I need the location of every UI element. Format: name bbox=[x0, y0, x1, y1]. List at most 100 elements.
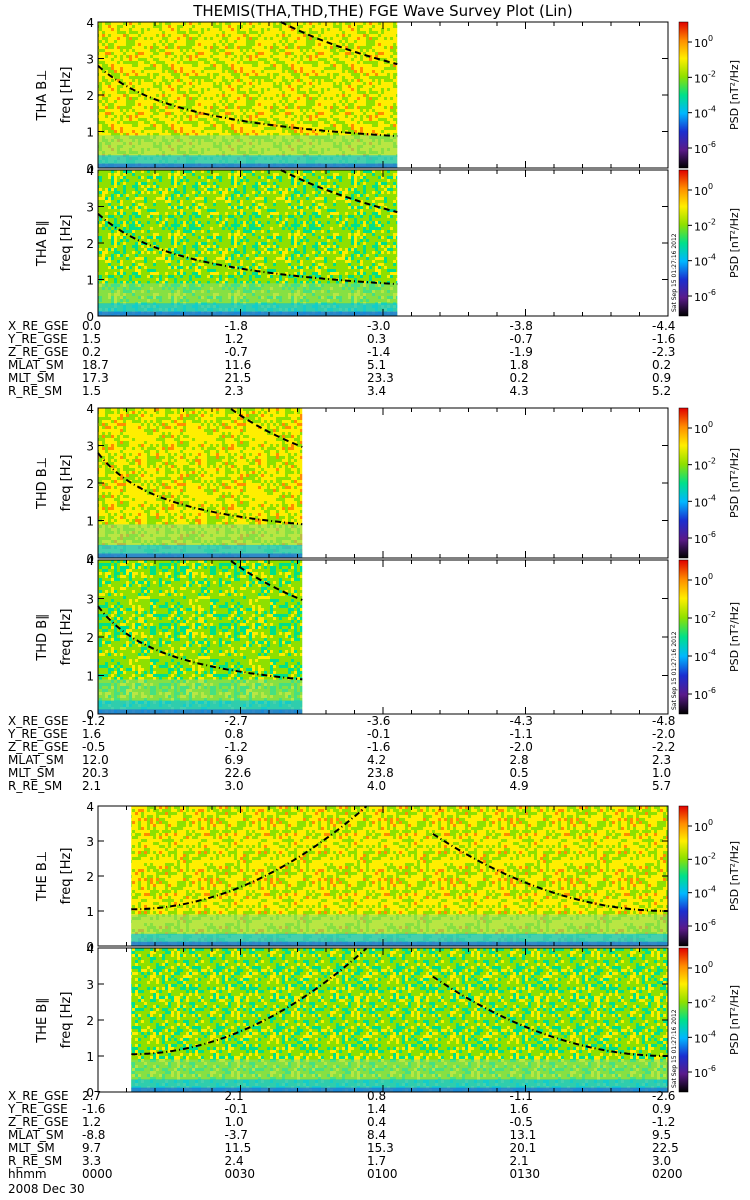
ephemeris-value: 11.6 bbox=[225, 358, 252, 372]
freq-axis-label: freq [Hz] bbox=[59, 848, 74, 905]
colorbar-label: PSD [nT²/Hz] bbox=[728, 448, 741, 518]
ephemeris-label: Y_RE_GSE bbox=[7, 727, 68, 741]
ephemeris-label: X_RE_GSE bbox=[8, 1089, 69, 1103]
ephemeris-value: 20.1 bbox=[510, 1141, 537, 1155]
low-freq-band bbox=[98, 135, 398, 156]
colorbar bbox=[678, 559, 689, 715]
ephemeris-value: 15.3 bbox=[367, 1141, 394, 1155]
freq-axis-label: freq [Hz] bbox=[59, 609, 74, 666]
ephemeris-value: 0100 bbox=[367, 1167, 398, 1181]
ephemeris-value: 1.0 bbox=[652, 766, 671, 780]
freq-axis-label: freq [Hz] bbox=[59, 67, 74, 124]
colorbar-tick-label: 10-6 bbox=[694, 686, 716, 702]
ephemeris-label: Z_RE_GSE bbox=[8, 345, 69, 359]
print-stamp: Sat Sep 15 01:27:16 2012 bbox=[671, 631, 678, 710]
ephemeris-value: -3.7 bbox=[225, 1128, 248, 1142]
ephemeris-value: 2.7 bbox=[82, 1089, 101, 1103]
ephemeris-value: -1.2 bbox=[652, 1115, 675, 1129]
ephemeris-value: 0.2 bbox=[510, 371, 529, 385]
y-tick-label: 2 bbox=[86, 237, 94, 251]
low-freq-band bbox=[131, 1059, 668, 1080]
colorbar bbox=[678, 805, 689, 947]
ephemeris-value: -4.8 bbox=[652, 714, 675, 728]
ephemeris-value: 18.7 bbox=[82, 358, 109, 372]
ephemeris-table: X_RE_GSE 0.0 -1.8 -3.0 -3.8 -4.4 Y_RE_GSE 1.5 1.… bbox=[7, 319, 675, 398]
y-tick-label: 3 bbox=[86, 53, 94, 67]
colorbar-label: PSD [nT²/Hz] bbox=[728, 60, 741, 130]
ephemeris-label: X_RE_GSE bbox=[8, 319, 69, 333]
ephemeris-value: 13.1 bbox=[510, 1128, 537, 1142]
colorbar-tick-label: 10-4 bbox=[694, 1029, 716, 1045]
ephemeris-label: Z_RE_GSE bbox=[8, 1115, 69, 1129]
ephemeris-value: -2.3 bbox=[652, 345, 675, 359]
gyrofrequency-curve bbox=[280, 169, 398, 214]
freq-axis-label: freq [Hz] bbox=[59, 455, 74, 512]
colorbar-tick-label: 10-4 bbox=[694, 885, 716, 901]
colorbar-tick-label: 10-2 bbox=[694, 995, 716, 1011]
colorbar-tick-label: 10-4 bbox=[694, 105, 716, 121]
panel-ylabel: THE B∥ bbox=[35, 997, 50, 1043]
ephemeris-value: -3.6 bbox=[367, 714, 390, 728]
ephemeris-value: 2.1 bbox=[510, 1154, 529, 1168]
ephemeris-value: 0.8 bbox=[367, 1089, 386, 1103]
ephemeris-value: -1.1 bbox=[510, 727, 533, 741]
colorbar-tick-label: 100 bbox=[694, 182, 713, 198]
low-freq-band bbox=[98, 524, 303, 545]
ephemeris-label: MLT_SM bbox=[8, 766, 55, 780]
ephemeris-value: -4.4 bbox=[652, 319, 675, 333]
y-tick-label: 1 bbox=[86, 670, 94, 684]
ephemeris-label: R_RE_SM bbox=[8, 1154, 62, 1168]
ephemeris-value: 0.4 bbox=[367, 1115, 386, 1129]
colorbar-tick-label: 10-2 bbox=[694, 610, 716, 626]
freq-axis-label: freq [Hz] bbox=[59, 992, 74, 1049]
zero-band bbox=[131, 941, 668, 946]
y-tick-label: 0 bbox=[86, 1086, 94, 1100]
ephemeris-value: 17.3 bbox=[82, 371, 109, 385]
ephemeris-value: 8.4 bbox=[367, 1128, 386, 1142]
spectrogram-panel-tha-perp: 0 1 2 3 4 THA B⊥ freq [Hz] 100 10-2 10-4 10-6 PSD [… bbox=[35, 16, 741, 176]
ephemeris-value: 1.7 bbox=[367, 1154, 386, 1168]
ephemeris-value: -0.1 bbox=[225, 1102, 248, 1116]
ephemeris-value: 2.1 bbox=[82, 779, 101, 793]
colorbar-tick-label: 10-6 bbox=[694, 918, 716, 934]
ephemeris-value: 0000 bbox=[82, 1167, 113, 1181]
y-tick-label: 4 bbox=[86, 402, 94, 416]
ephemeris-value: 3.3 bbox=[82, 1154, 101, 1168]
spectrogram-panel-thd-perp: 0 1 2 3 4 THD B⊥ freq [Hz] 100 10-2 10-4 10-6 PSD [… bbox=[35, 402, 741, 566]
ephemeris-value: -0.7 bbox=[225, 345, 248, 359]
ephemeris-value: 3.4 bbox=[367, 384, 386, 398]
ephemeris-value: -1.6 bbox=[652, 332, 675, 346]
y-tick-label: 0 bbox=[86, 940, 94, 954]
ephemeris-label: X_RE_GSE bbox=[8, 714, 69, 728]
freq-axis-label: freq [Hz] bbox=[59, 215, 74, 272]
ephemeris-label: hhmm bbox=[8, 1167, 47, 1181]
ephemeris-value: 4.2 bbox=[367, 753, 386, 767]
y-tick-label: 3 bbox=[86, 201, 94, 215]
gyrofrequency-curve bbox=[230, 408, 303, 448]
colorbar-tick-label: 10-6 bbox=[694, 288, 716, 304]
colorbar-tick-label: 100 bbox=[694, 34, 713, 50]
ephemeris-value: 0.3 bbox=[367, 332, 386, 346]
ephemeris-label: R_RE_SM bbox=[8, 384, 62, 398]
colorbar-tick-label: 10-2 bbox=[694, 217, 716, 233]
y-tick-label: 4 bbox=[86, 16, 94, 30]
colorbar-tick-label: 10-2 bbox=[694, 851, 716, 867]
gyrofrequency-curve bbox=[280, 21, 398, 66]
ephemeris-value: 23.8 bbox=[367, 766, 394, 780]
figure-title: THEMIS(THA,THD,THE) FGE Wave Survey Plot… bbox=[192, 2, 573, 20]
ephemeris-value: 4.0 bbox=[367, 779, 386, 793]
colorbar-tick-label: 10-4 bbox=[694, 648, 716, 664]
colorbar-tick-label: 10-4 bbox=[694, 493, 716, 509]
zero-band bbox=[98, 709, 303, 714]
colorbar-label: PSD [nT²/Hz] bbox=[728, 602, 741, 672]
colorbar-label: PSD [nT²/Hz] bbox=[728, 208, 741, 278]
y-tick-label: 0 bbox=[86, 310, 94, 324]
colorbar-tick-label: 100 bbox=[694, 818, 713, 834]
gyrofrequency-curve bbox=[97, 452, 303, 526]
ephemeris-label: MLAT_SM bbox=[8, 358, 64, 372]
gyrofrequency-curve bbox=[97, 213, 398, 286]
ephemeris-value: 0130 bbox=[510, 1167, 541, 1181]
low-freq-band bbox=[98, 283, 398, 304]
ephemeris-label: Y_RE_GSE bbox=[7, 332, 68, 346]
